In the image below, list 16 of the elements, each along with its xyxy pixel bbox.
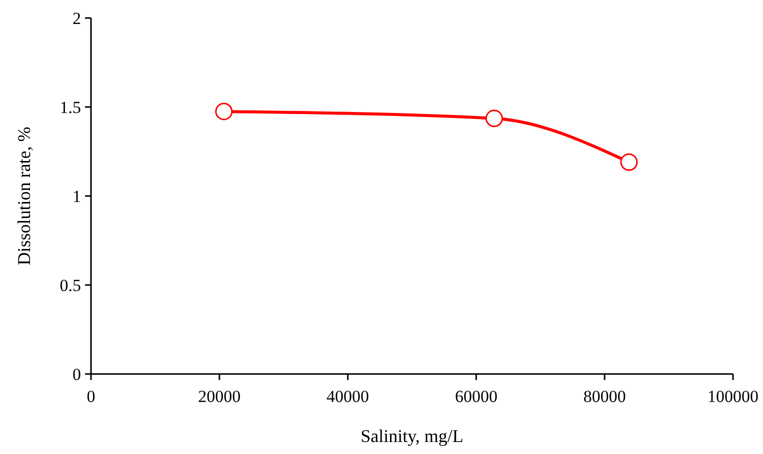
- y-tick-label: 0: [72, 364, 81, 384]
- x-tick-label: 0: [86, 387, 96, 406]
- x-tick-label: 100000: [708, 387, 758, 406]
- y-tick-label: 2: [72, 8, 81, 28]
- x-tick-label: 40000: [326, 387, 370, 406]
- point: [485, 110, 503, 128]
- y-tick-label: 1.5: [60, 98, 81, 117]
- x-tick-label: 80000: [583, 387, 626, 406]
- point: [620, 153, 638, 171]
- point: [215, 102, 233, 120]
- y-axis-title: Dissolution rate, %: [14, 126, 34, 266]
- x-axis-title: Salinity, mg/L: [360, 426, 464, 446]
- y-tick-label: 0.5: [60, 276, 81, 295]
- y-tick-label: 1: [72, 186, 81, 206]
- x-tick-label: 20000: [198, 387, 241, 406]
- x-tick-label: 60000: [454, 387, 498, 406]
